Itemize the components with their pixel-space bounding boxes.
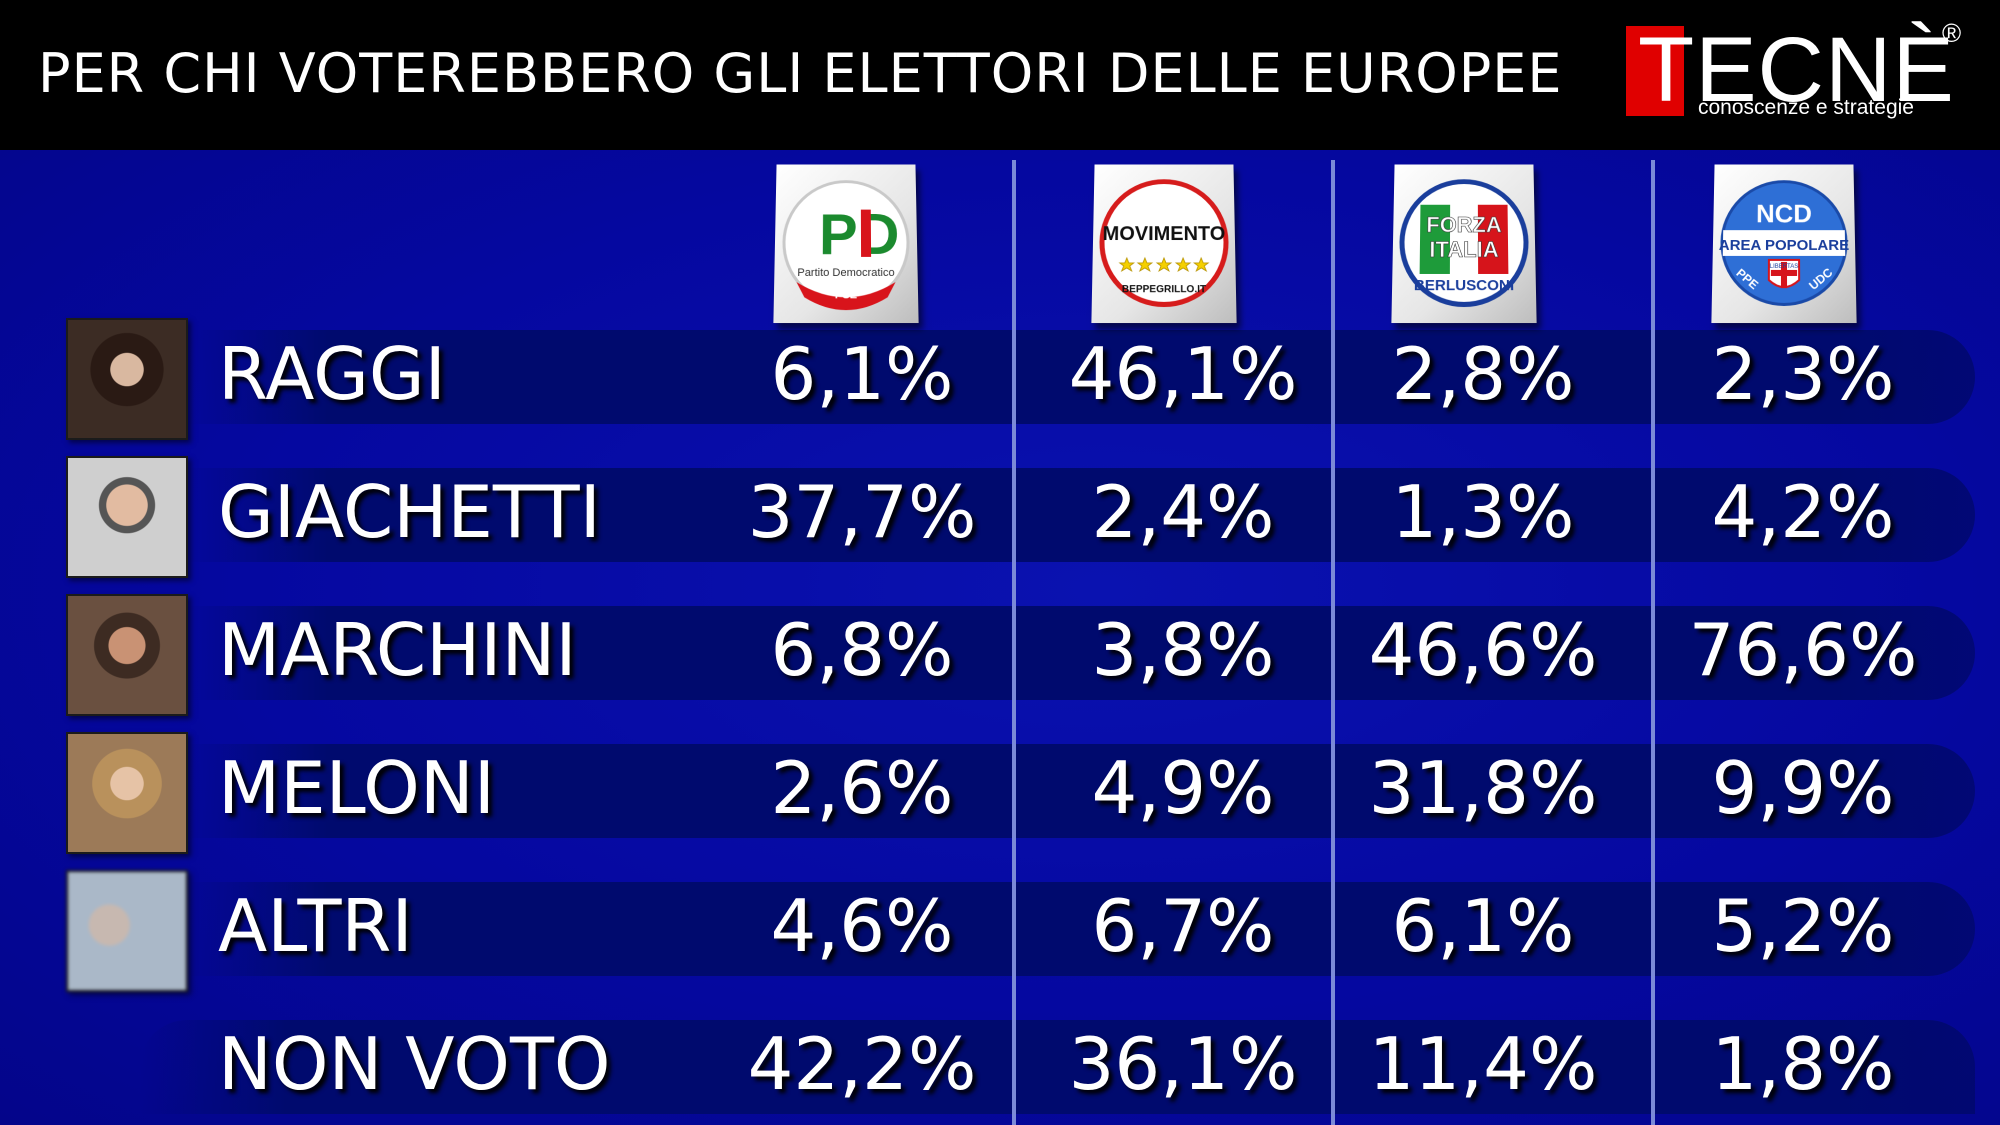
m5s-logo-subtext: BEPPEGRILLO.IT: [1122, 284, 1206, 295]
header-bar: PER CHI VOTEREBBERO GLI ELETTORI DELLE E…: [0, 0, 2000, 150]
table-cell: 2,8%: [1333, 332, 1633, 416]
column-separator: [1651, 160, 1655, 1125]
ncd-logo-icon: NCD AREA POPOLARE LIBERTAS PPE UDC: [1711, 165, 1856, 324]
table-cell: 37,7%: [712, 470, 1012, 554]
tecne-logo: TECNÈ ® conoscenze e strategie: [1624, 18, 1964, 128]
table-cell: 76,6%: [1653, 608, 1953, 692]
page-title: PER CHI VOTEREBBERO GLI ELETTORI DELLE E…: [38, 42, 1563, 105]
altri-photo: [66, 870, 188, 992]
meloni-photo: [66, 732, 188, 854]
table-cell: 9,9%: [1653, 746, 1953, 830]
row-label: ALTRI: [218, 884, 413, 968]
fi-logo-text-forza: FORZA: [1426, 212, 1502, 237]
pd-logo-pse: PSE: [835, 289, 857, 301]
ncd-logo-libertas: LIBERTAS: [1770, 264, 1799, 270]
column-separator: [1012, 160, 1016, 1125]
fi-logo-text-berlusconi: BERLUSCONI: [1414, 278, 1515, 294]
table-cell: 5,2%: [1653, 884, 1953, 968]
tecne-tagline: conoscenze e strategie: [1698, 96, 1914, 120]
table-cell: 2,6%: [712, 746, 1012, 830]
table-cell: 36,1%: [1033, 1022, 1333, 1106]
pd-logo-icon: PD Partito Democratico PSE: [773, 165, 918, 324]
forza-italia-logo-icon: FORZA ITALIA BERLUSCONI: [1391, 165, 1536, 324]
row-label: MELONI: [218, 746, 495, 830]
row-label: MARCHINI: [218, 608, 577, 692]
registered-mark: ®: [1942, 18, 1961, 49]
table-cell: 2,4%: [1033, 470, 1333, 554]
ncd-logo-area: AREA POPOLARE: [1719, 238, 1850, 254]
table-cell: 46,1%: [1033, 332, 1333, 416]
table-cell: 4,6%: [712, 884, 1012, 968]
row-label: NON VOTO: [218, 1022, 611, 1106]
table-cell: 6,8%: [712, 608, 1012, 692]
table-cell: 4,9%: [1033, 746, 1333, 830]
table-cell: 2,3%: [1653, 332, 1953, 416]
pd-logo-text-p: PD: [819, 203, 900, 267]
pd-logo-subtext: Partito Democratico: [797, 267, 894, 279]
raggi-photo: [66, 318, 188, 440]
row-label: GIACHETTI: [218, 470, 601, 554]
table-cell: 6,1%: [712, 332, 1012, 416]
row-label: RAGGI: [218, 332, 446, 416]
table-cell: 6,1%: [1333, 884, 1633, 968]
fi-logo-text-italia: ITALIA: [1429, 237, 1499, 262]
table-cell: 1,3%: [1333, 470, 1633, 554]
table-cell: 46,6%: [1333, 608, 1633, 692]
giachetti-photo: [66, 456, 188, 578]
table-cell: 31,8%: [1333, 746, 1633, 830]
table-cell: 3,8%: [1033, 608, 1333, 692]
table-cell: 6,7%: [1033, 884, 1333, 968]
marchini-photo: [66, 594, 188, 716]
table-cell: 4,2%: [1653, 470, 1953, 554]
table-cell: 1,8%: [1653, 1022, 1953, 1106]
column-separator: [1331, 160, 1335, 1125]
ncd-logo-text: NCD: [1756, 201, 1812, 229]
table-cell: 11,4%: [1333, 1022, 1633, 1106]
table-cell: 42,2%: [712, 1022, 1012, 1106]
m5s-logo-icon: MOVIMENTO BEPPEGRILLO.IT: [1091, 165, 1236, 324]
m5s-logo-text: MOVIMENTO: [1103, 223, 1226, 245]
